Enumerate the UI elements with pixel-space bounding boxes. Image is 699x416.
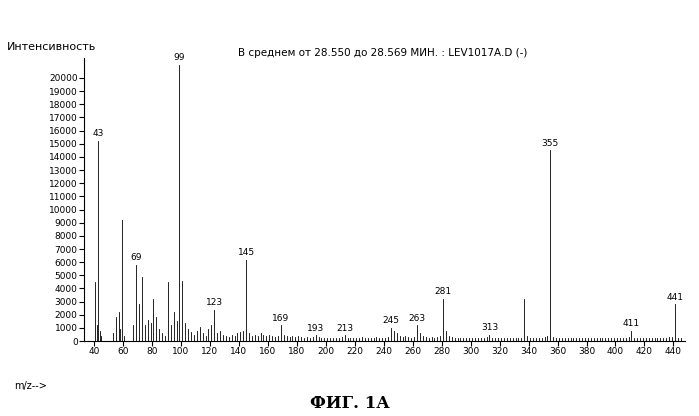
- Text: 213: 213: [336, 324, 353, 332]
- Text: 441: 441: [666, 292, 684, 302]
- Text: 145: 145: [238, 248, 254, 257]
- Text: 193: 193: [307, 324, 324, 332]
- Text: 245: 245: [382, 316, 399, 325]
- Text: 263: 263: [408, 314, 426, 323]
- Text: 43: 43: [93, 129, 104, 139]
- Text: 281: 281: [435, 287, 452, 296]
- Text: 355: 355: [542, 139, 559, 148]
- Text: В среднем от 28.550 до 28.569 МИН. : LEV1017A.D (-): В среднем от 28.550 до 28.569 МИН. : LEV…: [238, 48, 527, 58]
- Text: 123: 123: [206, 298, 223, 307]
- Text: Интенсивность: Интенсивность: [7, 42, 96, 52]
- Text: 169: 169: [272, 314, 289, 323]
- Text: 69: 69: [130, 253, 142, 262]
- Text: 99: 99: [174, 53, 185, 62]
- Text: m/z-->: m/z-->: [14, 381, 47, 391]
- Text: 313: 313: [481, 323, 498, 332]
- Text: 411: 411: [623, 319, 640, 328]
- Text: ФИГ. 1А: ФИГ. 1А: [310, 395, 389, 412]
